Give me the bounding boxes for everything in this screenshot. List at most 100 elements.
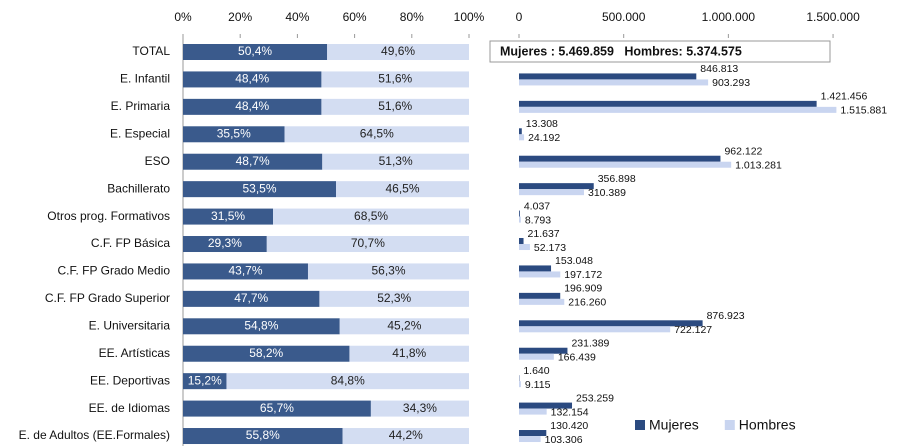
value-label: 48,4% (235, 72, 269, 86)
bar (519, 79, 709, 86)
bar-segment (183, 44, 328, 60)
bar (519, 347, 568, 354)
category-label: EE. Artísticas (99, 346, 170, 360)
bar (519, 320, 703, 327)
value-label: 84,8% (331, 373, 365, 387)
category-label: Bachillerato (107, 181, 170, 195)
value-label: 1.421.456 (821, 91, 868, 103)
bar-segment (307, 263, 469, 280)
category-label: E. Universitaria (89, 318, 171, 332)
bar (519, 298, 565, 305)
category-label: C.F. FP Básica (91, 236, 170, 250)
bar-segment (183, 290, 320, 307)
value-label: 4.037 (524, 200, 550, 212)
category-label: EE. de Idiomas (89, 401, 170, 415)
value-label: 70,7% (351, 236, 385, 250)
x-tick-label: 500.000 (602, 10, 646, 24)
bar-segment (370, 400, 469, 417)
bar-segment (183, 181, 337, 198)
bar (519, 189, 584, 196)
x-tick-label: 0 (516, 10, 523, 24)
bar (519, 326, 671, 333)
x-tick-label: 0% (174, 10, 192, 24)
value-label: 876.923 (707, 310, 745, 322)
value-label: 1.013.281 (735, 160, 782, 172)
x-tick-label: 20% (228, 10, 252, 24)
bar-segment (336, 181, 469, 198)
bar-segment (266, 236, 469, 253)
bar-segment (349, 345, 469, 362)
legend-swatch (635, 420, 645, 430)
category-label: C.F. FP Grado Medio (58, 264, 171, 278)
value-label: 47,7% (234, 291, 268, 305)
bar-segment (322, 153, 469, 170)
bar (519, 430, 547, 437)
category-label: ESO (145, 154, 170, 168)
value-label: 253.259 (576, 392, 614, 404)
value-label: 41,8% (392, 346, 426, 360)
value-label: 196.909 (564, 283, 602, 295)
value-label: 132.154 (551, 406, 589, 418)
bar (519, 100, 817, 107)
legend-label: Mujeres (649, 417, 699, 433)
value-label: 48,4% (235, 99, 269, 113)
bar (519, 244, 530, 251)
value-label: 153.048 (555, 255, 593, 267)
bar-segment (321, 98, 469, 115)
annotation: Mujeres : 5.469.859 Hombres: 5.374.575 (500, 44, 742, 58)
value-label: 52.173 (534, 242, 566, 254)
bar-segment (183, 345, 350, 362)
value-label: 903.293 (712, 77, 750, 89)
x-tick-label: 1.500.000 (806, 10, 860, 24)
value-label: 54,8% (244, 318, 278, 332)
bar (519, 161, 732, 168)
bar-segment (183, 208, 274, 225)
value-label: 52,3% (377, 291, 411, 305)
value-label: 48,7% (236, 154, 270, 168)
value-label: 29,3% (208, 236, 242, 250)
bar (519, 155, 721, 162)
value-label: 846.813 (700, 63, 738, 75)
value-label: 197.172 (564, 269, 602, 281)
bar-segment (327, 44, 469, 60)
value-label: 21.637 (528, 228, 560, 240)
bar (519, 106, 837, 113)
bar (519, 353, 554, 360)
bar-segment (183, 126, 285, 143)
value-label: 56,3% (371, 264, 405, 278)
legend-swatch (724, 420, 735, 430)
value-label: 31,5% (211, 209, 245, 223)
x-tick-label: 100% (454, 10, 485, 24)
value-label: 34,3% (403, 401, 437, 415)
value-label: 35,5% (217, 126, 251, 140)
bar-segment (183, 71, 322, 88)
bar (519, 265, 552, 272)
bar (519, 73, 697, 80)
bar-segment (321, 71, 469, 88)
value-label: 8.793 (525, 214, 551, 226)
value-label: 722.127 (674, 324, 712, 336)
bar (519, 134, 525, 141)
value-label: 45,2% (387, 318, 421, 332)
value-label: 103.306 (545, 434, 583, 446)
value-label: 44,2% (389, 428, 423, 442)
value-label: 962.122 (724, 146, 762, 158)
category-label: E. de Adultos (EE.Formales) (19, 428, 170, 442)
bar-segment (342, 428, 469, 445)
bar (519, 402, 573, 409)
value-label: 231.389 (571, 338, 609, 350)
category-label: E. Especial (110, 126, 170, 140)
bar (519, 436, 541, 443)
bar-segment (284, 126, 469, 143)
value-label: 15,2% (188, 373, 222, 387)
bar-segment (319, 290, 469, 307)
category-label: Otros prog. Formativos (47, 209, 170, 223)
value-label: 46,5% (385, 181, 419, 195)
value-label: 68,5% (354, 209, 388, 223)
value-label: 1.640 (523, 365, 549, 377)
bar (519, 216, 521, 223)
bar (519, 292, 561, 299)
bar-segment (183, 153, 323, 170)
bar (519, 238, 524, 245)
